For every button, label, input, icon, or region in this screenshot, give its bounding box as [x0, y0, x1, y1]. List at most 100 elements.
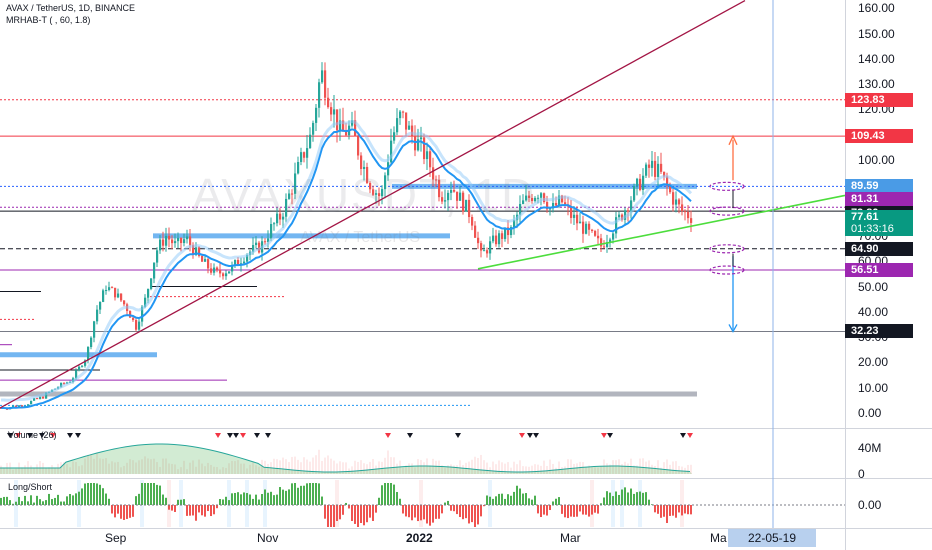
ls-bar-long	[519, 488, 521, 505]
ls-bar-short	[573, 505, 575, 517]
volume-bar	[81, 465, 83, 474]
volume-bar	[387, 450, 389, 474]
volume-bar	[237, 460, 239, 474]
volume-bar	[132, 460, 134, 474]
volume-bar	[45, 467, 47, 474]
candle-body	[501, 233, 504, 239]
indicator-legend[interactable]: MRHAB-T ( , 60, 1.8)	[6, 15, 91, 25]
level-marker	[709, 265, 745, 275]
candle-body	[579, 221, 582, 224]
candle-body	[228, 271, 231, 274]
volume-bar	[687, 464, 689, 474]
candle-body	[189, 236, 192, 246]
candle-body	[450, 190, 453, 193]
symbol-title[interactable]: AVAX / TetherUS, 1D, BINANCE	[6, 3, 136, 13]
ls-bar-short	[687, 505, 689, 515]
ls-bar-short	[333, 505, 335, 527]
watermark-symbol: AVAXUSDT, 1D	[192, 169, 537, 221]
volume-bar	[243, 463, 245, 474]
candle-body	[237, 259, 240, 266]
candle-body	[273, 223, 276, 225]
ls-bar-long	[558, 497, 560, 505]
volume-bar	[441, 465, 443, 474]
candle-body	[90, 337, 93, 348]
volume-bar	[453, 465, 455, 474]
candle-body	[15, 405, 18, 408]
candle-body	[465, 199, 468, 212]
candle-body	[309, 134, 312, 149]
candle-body	[492, 235, 495, 242]
ls-bar-long	[396, 491, 398, 505]
ls-bar-long	[501, 493, 503, 505]
volume-bar	[378, 461, 380, 474]
volume-bar	[147, 458, 149, 474]
candle-body	[153, 262, 156, 279]
volume-signal	[39, 433, 45, 438]
candle-body	[165, 235, 168, 246]
candle-body	[660, 163, 663, 172]
candle-body	[657, 163, 660, 177]
volume-bar	[657, 460, 659, 474]
moving-average-line	[0, 128, 692, 410]
volume-bar	[291, 456, 293, 474]
long-short-axis-zero: 0.00	[858, 498, 882, 512]
ls-bar-short	[474, 505, 476, 527]
candle-body	[429, 151, 432, 168]
candle-body	[36, 398, 39, 400]
long-short-bars	[0, 480, 845, 527]
ls-bar-long	[513, 491, 515, 505]
volume-bar	[636, 465, 638, 474]
candle-body	[537, 197, 540, 199]
ls-bar-long	[261, 494, 263, 505]
ls-bar-long	[627, 492, 629, 505]
ls-bar-long	[258, 499, 260, 505]
volume-bar	[294, 456, 296, 474]
candle-body	[552, 203, 555, 209]
volume-bar	[321, 460, 323, 474]
ls-bar-short	[402, 505, 404, 514]
volume-legend[interactable]: Volume (26)	[8, 430, 57, 440]
ls-bar-long	[141, 483, 143, 505]
price-tag-64-90: 64.90	[845, 241, 913, 256]
ls-bar-short	[171, 505, 173, 511]
candle-body	[171, 239, 174, 244]
ls-bar-long	[345, 502, 347, 505]
ls-bar-long	[291, 483, 293, 505]
volume-signal	[254, 433, 260, 438]
candle-body	[633, 186, 636, 201]
ls-bar-short	[666, 505, 668, 524]
ls-bar-short	[204, 505, 206, 517]
candle-body	[372, 189, 375, 195]
candle-body	[555, 203, 558, 206]
price-tick-label: 40.00	[858, 304, 889, 319]
ls-bar-short	[450, 505, 452, 511]
volume-bar	[183, 460, 185, 474]
ls-bar-short	[570, 505, 572, 517]
ls-bar-long	[24, 495, 26, 505]
volume-signal	[455, 433, 461, 438]
volume-bar	[543, 460, 545, 474]
candle-body	[402, 111, 405, 113]
candle-body	[207, 259, 210, 269]
candle-body	[474, 225, 477, 238]
ls-bar-short	[216, 505, 218, 509]
volume-bar	[522, 466, 524, 474]
ls-bar-long	[249, 494, 251, 505]
ls-bar-short	[324, 505, 326, 519]
ls-bar-short	[654, 505, 656, 513]
volume-signal	[687, 433, 693, 438]
ls-bar-short	[459, 505, 461, 517]
ls-bar-short	[435, 505, 437, 519]
ls-bar-long	[54, 497, 56, 505]
volume-bar	[57, 463, 59, 474]
volume-bar	[366, 464, 368, 474]
long-short-legend[interactable]: Long/Short	[8, 482, 53, 492]
ls-bar-short	[480, 505, 482, 517]
volume-bar	[639, 458, 641, 474]
candle-body	[132, 317, 135, 320]
volume-bar	[177, 469, 179, 474]
ls-bar-short	[117, 505, 119, 514]
ls-bar-short	[351, 505, 353, 522]
volume-bars	[0, 443, 692, 474]
